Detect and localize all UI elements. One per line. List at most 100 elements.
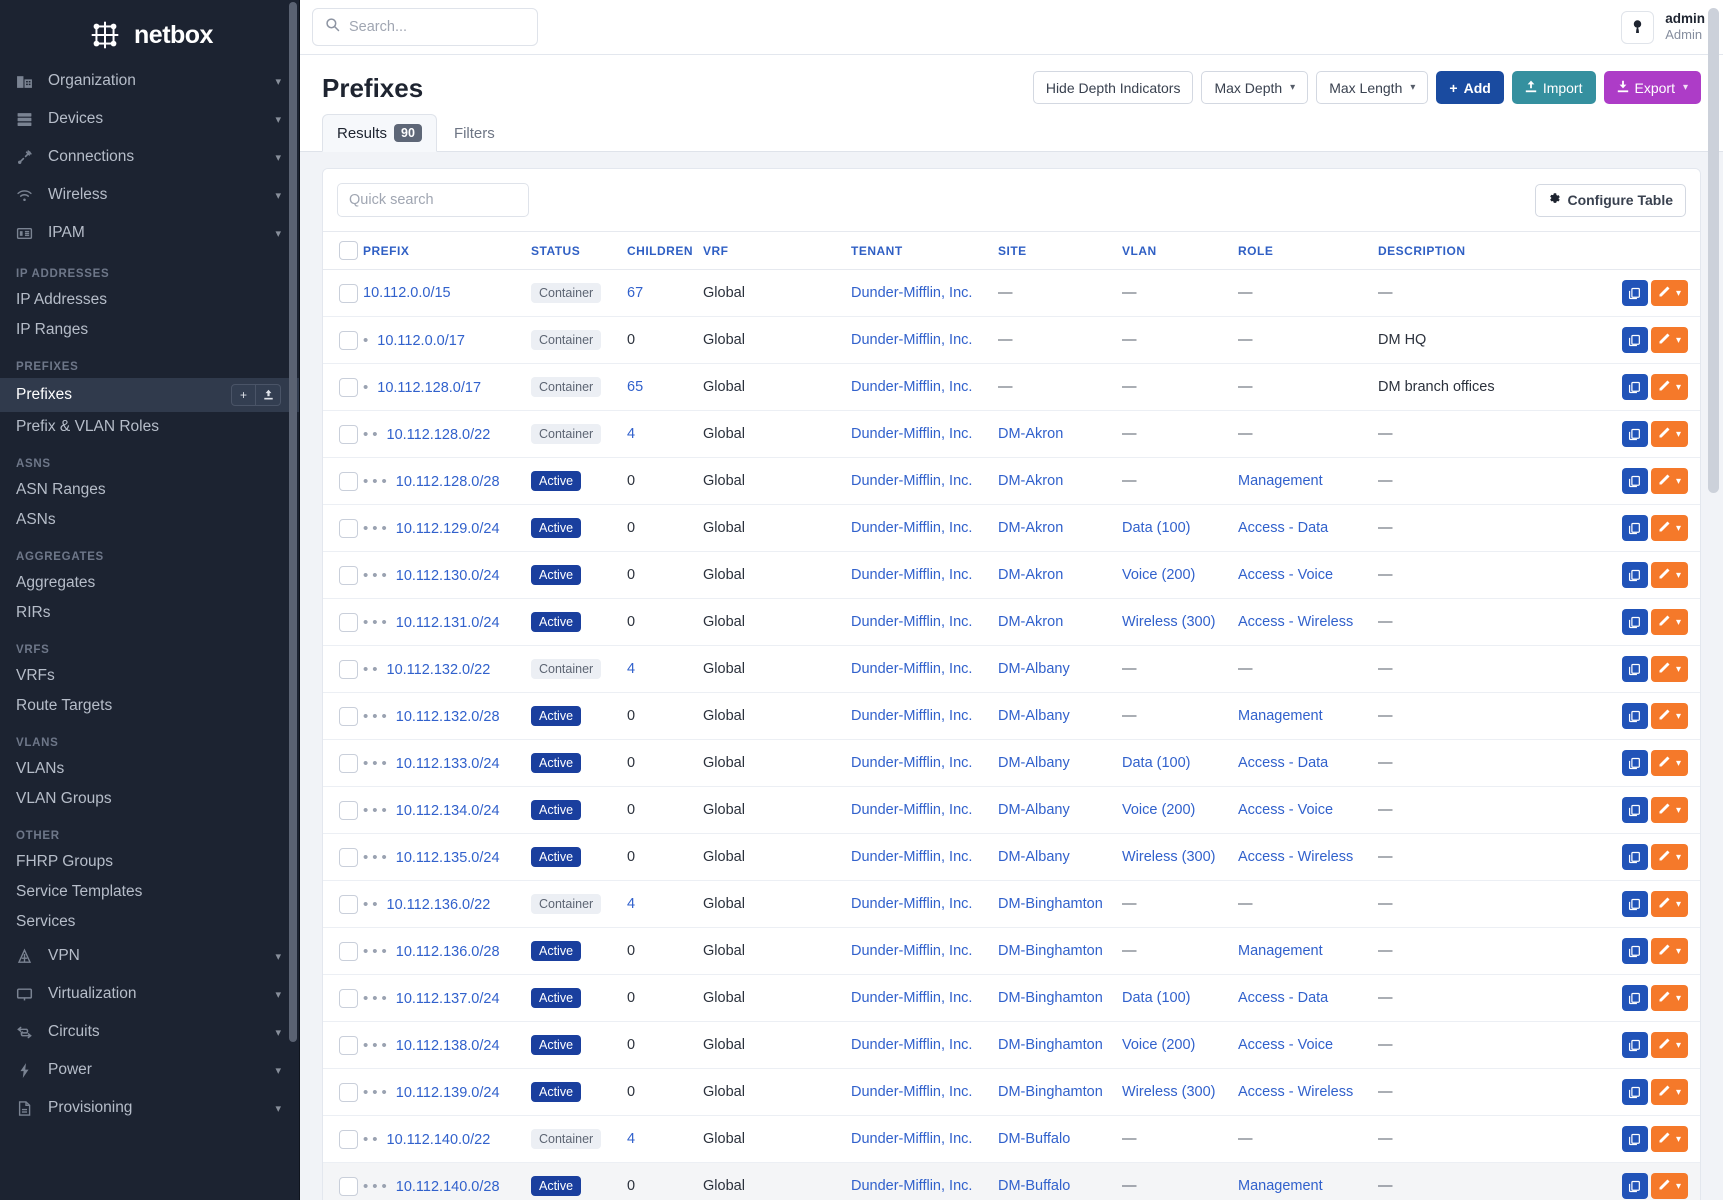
sidebar-item-vlans[interactable]: VLANs: [0, 754, 299, 784]
edit-button[interactable]: ▾: [1650, 562, 1688, 588]
cell-link[interactable]: Data (100): [1122, 990, 1191, 1006]
cell-link[interactable]: Dunder-Mifflin, Inc.: [851, 1131, 973, 1147]
column-header-role[interactable]: Role: [1238, 231, 1378, 270]
edit-button[interactable]: ▾: [1650, 374, 1688, 400]
edit-button[interactable]: ▾: [1650, 891, 1688, 917]
sidebar-item-vrfs[interactable]: VRFs: [0, 661, 299, 691]
children-link[interactable]: 4: [627, 661, 636, 677]
cell-link[interactable]: Wireless (300): [1122, 1084, 1216, 1100]
edit-button[interactable]: ▾: [1650, 515, 1688, 541]
copy-icon[interactable]: [1621, 1032, 1648, 1058]
column-header-description[interactable]: Description: [1378, 231, 1580, 270]
cell-link[interactable]: Dunder-Mifflin, Inc.: [851, 708, 973, 724]
row-checkbox[interactable]: [339, 1176, 358, 1196]
sidebar-item-ip-addresses[interactable]: IP Addresses: [0, 285, 299, 315]
cell-link[interactable]: Dunder-Mifflin, Inc.: [851, 520, 973, 536]
prefix-link[interactable]: 10.112.136.0/22: [386, 896, 491, 913]
row-checkbox[interactable]: [339, 283, 358, 303]
column-header-tenant[interactable]: Tenant: [851, 231, 998, 270]
edit-button[interactable]: ▾: [1650, 985, 1688, 1011]
sidebar-item-asn-ranges[interactable]: ASN Ranges: [0, 475, 299, 505]
cell-link[interactable]: Voice (200): [1122, 567, 1196, 583]
sidebar-item-vlan-groups[interactable]: VLAN Groups: [0, 784, 299, 814]
sidebar-group-power[interactable]: Power ▾: [0, 1051, 299, 1089]
import-prefix-icon[interactable]: [256, 384, 281, 406]
sidebar-group-wireless[interactable]: Wireless ▾: [0, 176, 299, 214]
cell-link[interactable]: Wireless (300): [1122, 614, 1216, 630]
quick-search-input[interactable]: [337, 183, 529, 217]
copy-icon[interactable]: [1621, 374, 1648, 400]
cell-link[interactable]: DM-Albany: [998, 708, 1070, 724]
sidebar-item-ip-ranges[interactable]: IP Ranges: [0, 315, 299, 345]
cell-link[interactable]: DM-Akron: [998, 614, 1064, 630]
tab-filters[interactable]: Filters: [439, 114, 510, 152]
prefix-link[interactable]: 10.112.137.0/24: [395, 990, 500, 1007]
prefix-link[interactable]: 10.112.134.0/24: [395, 802, 500, 819]
cell-link[interactable]: Access - Voice: [1238, 567, 1334, 583]
sidebar-item-prefixes[interactable]: Prefixes +: [0, 378, 299, 412]
children-link[interactable]: 4: [627, 426, 636, 442]
configure-table-button[interactable]: Configure Table: [1535, 183, 1686, 217]
copy-icon[interactable]: [1621, 891, 1648, 917]
edit-button[interactable]: ▾: [1650, 1032, 1688, 1058]
table-row[interactable]: ••• 10.112.132.0/28 Active 0 Global Dunder-Mi…: [323, 692, 1700, 740]
sidebar-scrollbar[interactable]: [289, 2, 297, 1042]
row-checkbox[interactable]: [339, 659, 358, 679]
global-search[interactable]: [312, 8, 538, 46]
cell-link[interactable]: DM-Akron: [998, 473, 1064, 489]
column-header-prefix[interactable]: Prefix: [363, 231, 531, 270]
table-row[interactable]: • 10.112.0.0/17 Container 0 Global Dunder-Mif…: [323, 316, 1700, 364]
table-row[interactable]: 10.112.0.0/15 Container 67 Global Dunder-Mif…: [323, 269, 1700, 317]
cell-link[interactable]: Dunder-Mifflin, Inc.: [851, 755, 973, 771]
cell-link[interactable]: Dunder-Mifflin, Inc.: [851, 473, 973, 489]
cell-link[interactable]: Management: [1238, 943, 1323, 959]
sidebar-item-asns[interactable]: ASNs: [0, 505, 299, 535]
children-link[interactable]: 65: [627, 379, 644, 395]
table-row[interactable]: ••• 10.112.129.0/24 Active 0 Global Dunder-Mi…: [323, 504, 1700, 552]
select-all-checkbox[interactable]: [339, 241, 358, 260]
cell-link[interactable]: Dunder-Mifflin, Inc.: [851, 1178, 973, 1194]
copy-icon[interactable]: [1621, 609, 1648, 635]
sidebar-scroll-area[interactable]: netbox Organization ▾ Devices ▾ Connections ▾…: [0, 0, 299, 1200]
cell-link[interactable]: Access - Voice: [1238, 802, 1334, 818]
sidebar-item-services[interactable]: Services: [0, 907, 299, 937]
children-link[interactable]: 4: [627, 1131, 636, 1147]
table-row[interactable]: ••• 10.112.134.0/24 Active 0 Global Dunder-Mi…: [323, 786, 1700, 834]
prefix-link[interactable]: 10.112.128.0/28: [395, 473, 500, 490]
edit-button[interactable]: ▾: [1650, 280, 1688, 306]
row-checkbox[interactable]: [339, 377, 358, 397]
copy-icon[interactable]: [1621, 280, 1648, 306]
cell-link[interactable]: DM-Binghamton: [998, 990, 1103, 1006]
prefix-link[interactable]: 10.112.129.0/24: [395, 520, 500, 537]
cell-link[interactable]: DM-Akron: [998, 567, 1064, 583]
row-checkbox[interactable]: [339, 330, 358, 350]
row-checkbox[interactable]: [339, 1129, 358, 1149]
main-scrollbar[interactable]: [1708, 8, 1719, 493]
copy-icon[interactable]: [1621, 844, 1648, 870]
cell-link[interactable]: Data (100): [1122, 520, 1191, 536]
edit-button[interactable]: ▾: [1650, 938, 1688, 964]
sidebar-group-organization[interactable]: Organization ▾: [0, 62, 299, 100]
sidebar-group-virtualization[interactable]: Virtualization ▾: [0, 975, 299, 1013]
export-button[interactable]: Export ▾: [1603, 71, 1701, 104]
prefix-link[interactable]: 10.112.0.0/15: [363, 285, 451, 301]
edit-button[interactable]: ▾: [1650, 844, 1688, 870]
table-row[interactable]: •• 10.112.132.0/22 Container 4 Global Dunder-…: [323, 645, 1700, 693]
column-header-status[interactable]: Status: [531, 231, 627, 270]
edit-button[interactable]: ▾: [1650, 421, 1688, 447]
prefix-link[interactable]: 10.112.139.0/24: [395, 1084, 500, 1101]
sidebar-item-route-targets[interactable]: Route Targets: [0, 691, 299, 721]
cell-link[interactable]: Dunder-Mifflin, Inc.: [851, 802, 973, 818]
cell-link[interactable]: Dunder-Mifflin, Inc.: [851, 849, 973, 865]
sidebar-item-rirs[interactable]: RIRs: [0, 598, 299, 628]
table-row[interactable]: ••• 10.112.131.0/24 Active 0 Global Dunder-Mi…: [323, 598, 1700, 646]
column-header-children[interactable]: Children: [627, 231, 703, 270]
cell-link[interactable]: DM-Binghamton: [998, 1037, 1103, 1053]
cell-link[interactable]: Dunder-Mifflin, Inc.: [851, 379, 973, 395]
cell-link[interactable]: DM-Albany: [998, 661, 1070, 677]
sidebar-group-circuits[interactable]: Circuits ▾: [0, 1013, 299, 1051]
sidebar-group-devices[interactable]: Devices ▾: [0, 100, 299, 138]
add-prefix-icon[interactable]: +: [231, 384, 256, 406]
prefix-link[interactable]: 10.112.131.0/24: [395, 614, 500, 631]
row-checkbox[interactable]: [339, 471, 358, 491]
